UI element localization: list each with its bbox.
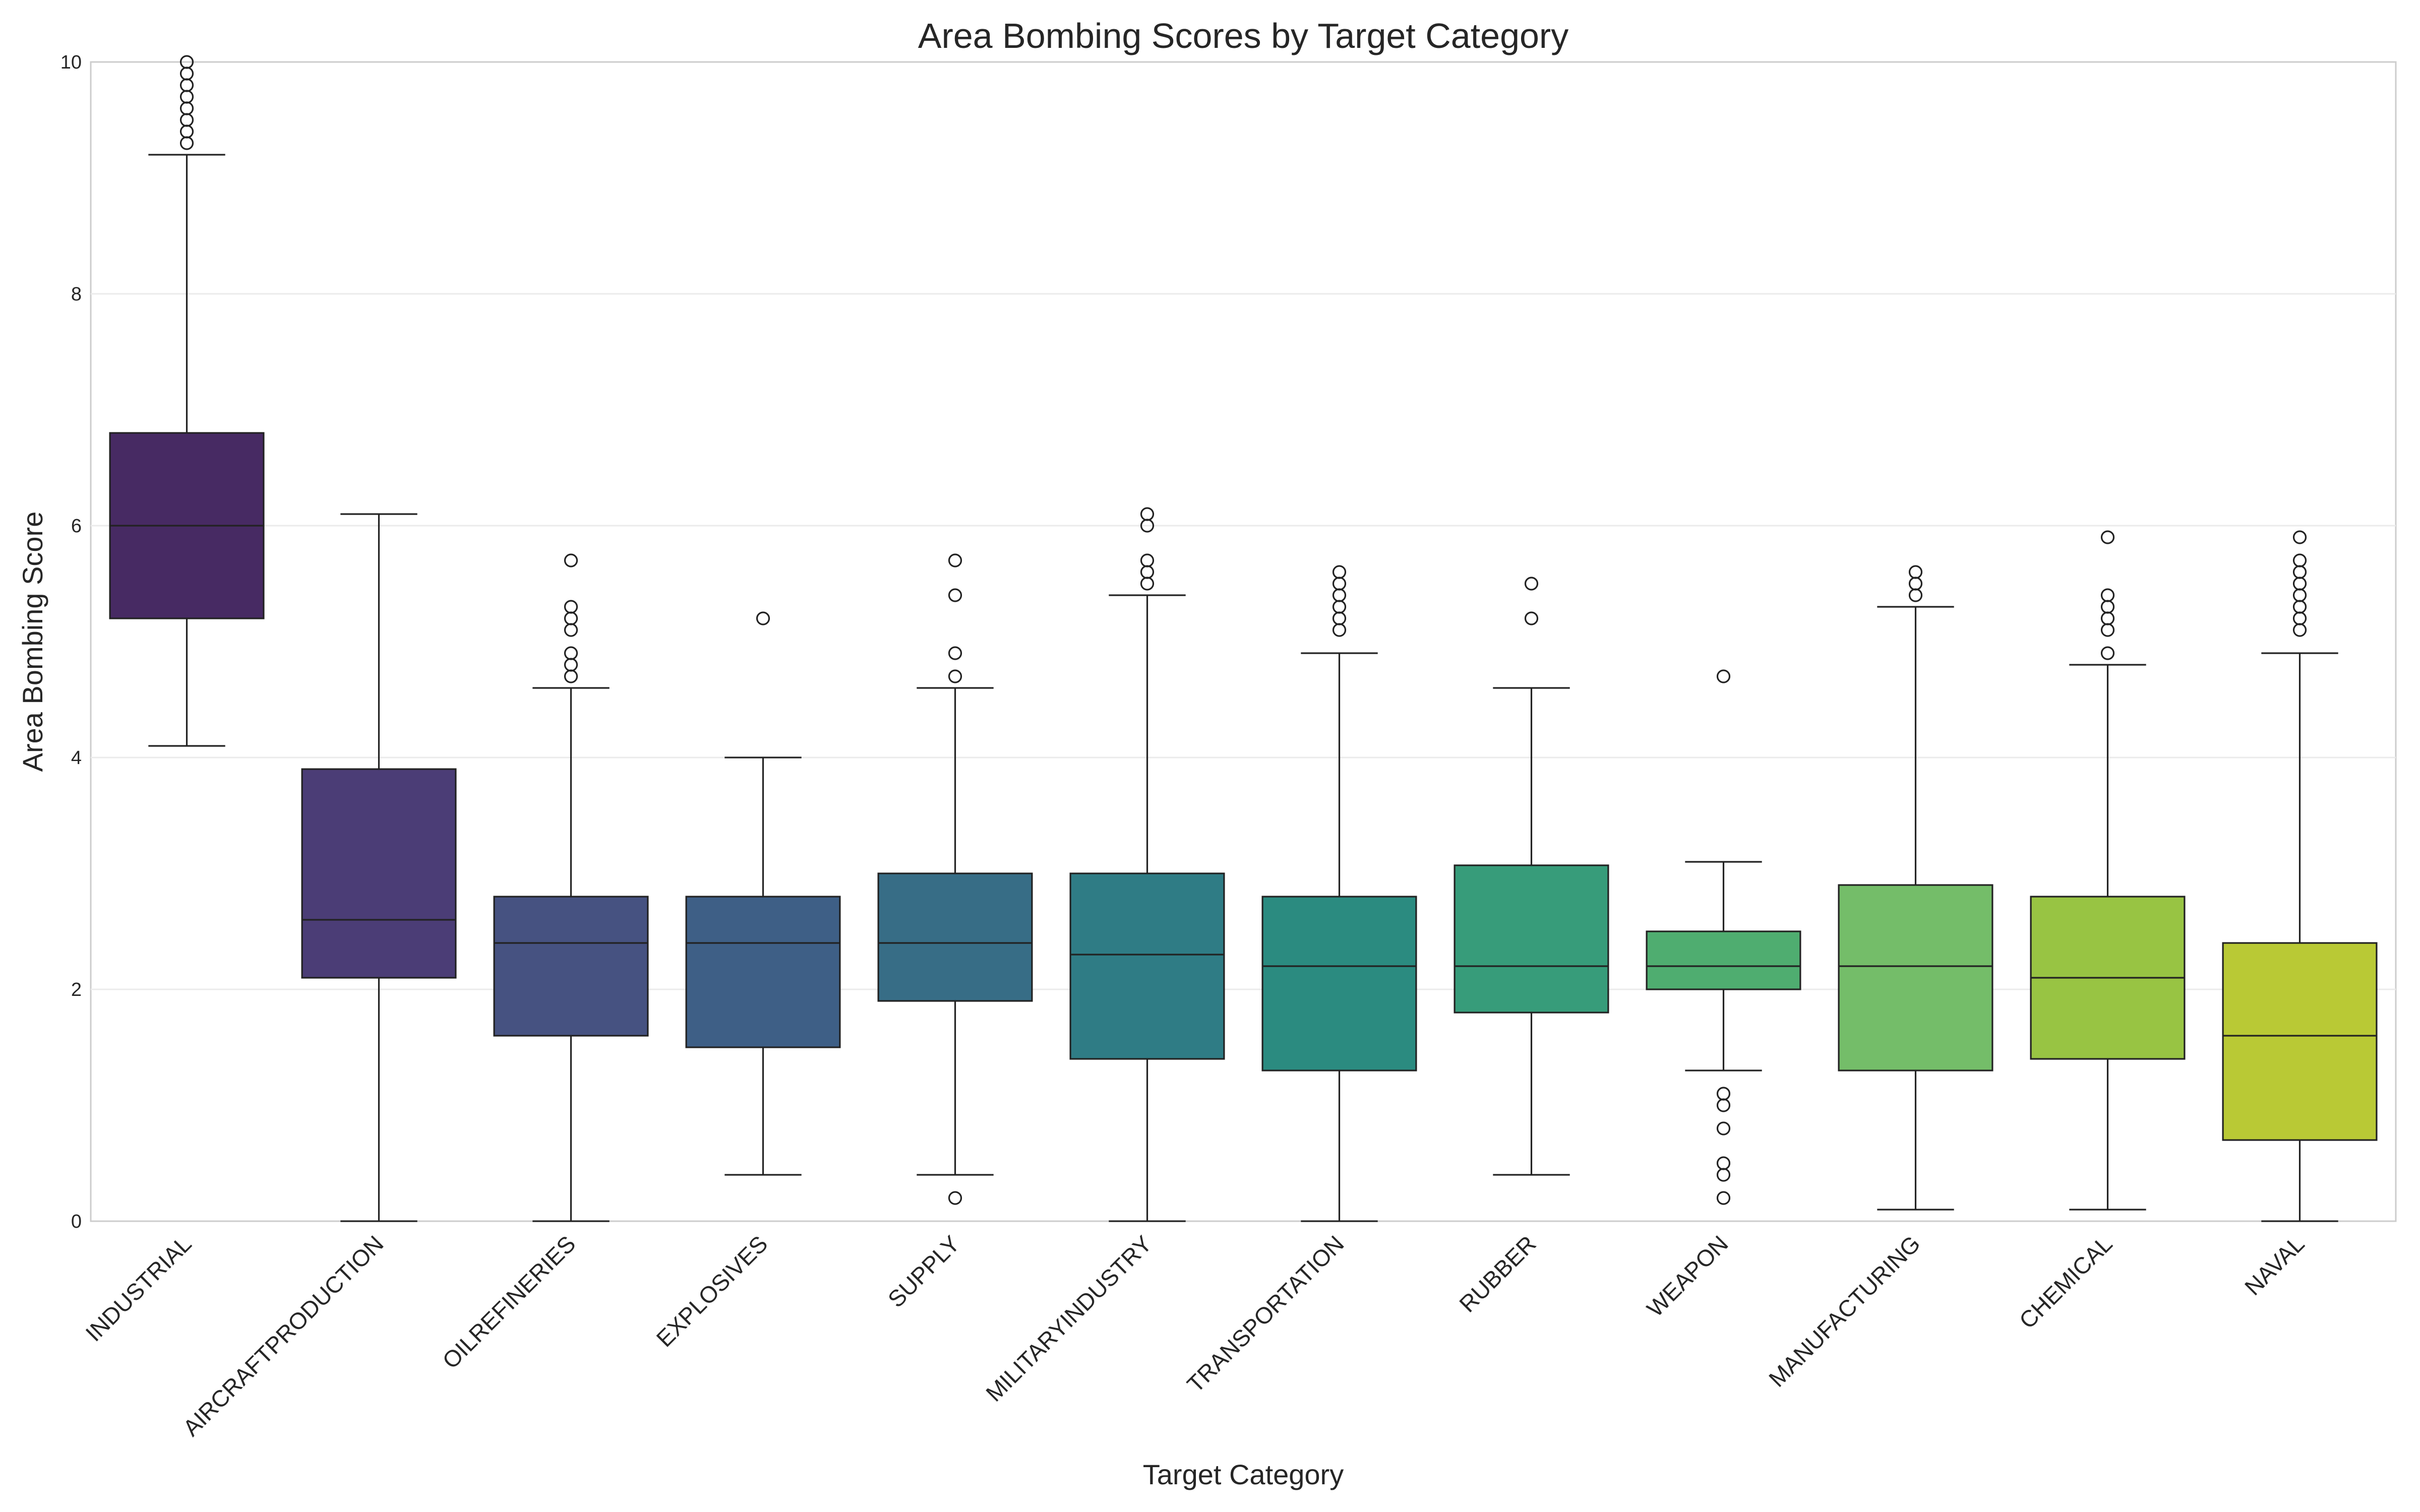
plot-area bbox=[90, 61, 2397, 1222]
iqr-box bbox=[1454, 864, 1609, 1014]
iqr-box bbox=[685, 896, 841, 1048]
y-axis-ticks: 0 2 4 6 8 10 bbox=[60, 52, 82, 1232]
outlier-point bbox=[1716, 669, 1731, 683]
box-naval bbox=[2222, 530, 2378, 1222]
boxes bbox=[109, 55, 2378, 1222]
outlier-point bbox=[564, 600, 578, 614]
y-tick-label: 4 bbox=[71, 747, 82, 769]
x-tick-label: MANUFACTURING bbox=[1764, 1230, 1925, 1392]
chart-title: Area Bombing Scores by Target Category bbox=[918, 16, 1569, 55]
x-axis-label: Target Category bbox=[1143, 1459, 1344, 1490]
x-tick-label: NAVAL bbox=[2240, 1230, 2310, 1300]
y-tick-label: 0 bbox=[71, 1211, 82, 1232]
box-explosives bbox=[685, 611, 841, 1176]
x-tick-label: INDUSTRIAL bbox=[80, 1230, 196, 1346]
box-weapon bbox=[1646, 669, 1801, 1205]
x-tick-label: SUPPLY bbox=[883, 1230, 965, 1312]
grid-lines bbox=[91, 293, 2396, 990]
x-tick-label: RUBBER bbox=[1454, 1230, 1541, 1317]
outlier-point bbox=[1716, 1121, 1731, 1136]
box-supply bbox=[877, 553, 1033, 1205]
outlier-point bbox=[1908, 565, 1923, 579]
outlier-point bbox=[1140, 507, 1155, 521]
x-tick-label: AIRCRAFTPRODUCTION bbox=[178, 1230, 389, 1441]
x-tick-label: TRANSPORTATION bbox=[1182, 1230, 1349, 1397]
box-industrial bbox=[109, 55, 265, 747]
iqr-box bbox=[877, 872, 1033, 1002]
outlier-point bbox=[948, 588, 962, 602]
y-tick-label: 8 bbox=[71, 284, 82, 305]
box-aircraftproduction bbox=[301, 513, 457, 1222]
outlier-point bbox=[564, 553, 578, 568]
outlier-point bbox=[1524, 611, 1539, 625]
outlier-point bbox=[564, 646, 578, 660]
outlier-point bbox=[1332, 565, 1347, 579]
outlier-point bbox=[2292, 553, 2307, 568]
outlier-point bbox=[1716, 1191, 1731, 1205]
x-tick-label: OILREFINERIES bbox=[437, 1230, 580, 1373]
outlier-point bbox=[2100, 588, 2115, 602]
outlier-point bbox=[948, 646, 962, 660]
outlier-point bbox=[948, 553, 962, 568]
iqr-box bbox=[493, 896, 649, 1037]
iqr-box bbox=[2222, 942, 2378, 1141]
outlier-point bbox=[2292, 530, 2307, 544]
x-tick-label: CHEMICAL bbox=[2014, 1230, 2118, 1334]
iqr-box bbox=[301, 768, 457, 979]
y-tick-label: 6 bbox=[71, 516, 82, 537]
x-tick-label: WEAPON bbox=[1642, 1230, 1733, 1321]
y-axis-label: Area Bombing Score bbox=[17, 512, 48, 772]
y-tick-label: 10 bbox=[60, 52, 82, 73]
outlier-point bbox=[948, 1191, 962, 1205]
x-tick-label: EXPLOSIVES bbox=[651, 1230, 773, 1352]
outlier-point bbox=[2100, 530, 2115, 544]
box-chemical bbox=[2030, 530, 2186, 1211]
y-tick-label: 2 bbox=[71, 979, 82, 1000]
box-manufacturing bbox=[1838, 565, 1993, 1211]
outlier-point bbox=[1716, 1087, 1731, 1101]
box-transportation bbox=[1261, 565, 1417, 1222]
iqr-box bbox=[1646, 930, 1801, 990]
iqr-box bbox=[1261, 896, 1417, 1072]
box-oilrefineries bbox=[493, 553, 649, 1222]
outlier-point bbox=[1524, 577, 1539, 591]
outlier-point bbox=[1716, 1156, 1731, 1170]
outlier-point bbox=[948, 669, 962, 683]
outlier-point bbox=[1140, 553, 1155, 568]
iqr-box bbox=[1838, 884, 1993, 1072]
outlier-point bbox=[756, 611, 770, 625]
x-tick-label: MILITARYINDUSTRY bbox=[981, 1230, 1157, 1406]
box-rubber bbox=[1454, 577, 1609, 1176]
outlier-point bbox=[2100, 646, 2115, 660]
outlier-point bbox=[179, 55, 194, 69]
iqr-box bbox=[1069, 872, 1225, 1060]
box-militaryindustry bbox=[1069, 507, 1225, 1222]
